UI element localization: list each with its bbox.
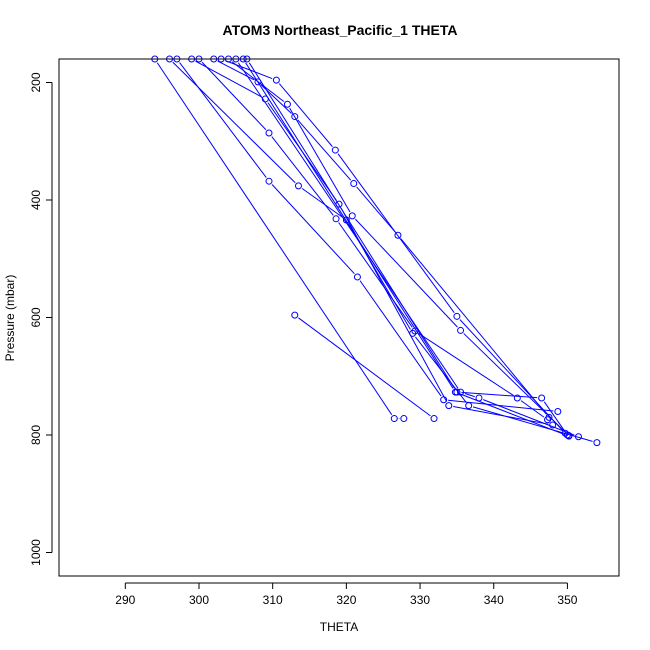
data-point bbox=[465, 402, 473, 410]
data-point bbox=[353, 273, 361, 281]
series-segment bbox=[301, 188, 343, 218]
data-point bbox=[265, 129, 273, 137]
y-tick-label: 600 bbox=[29, 307, 43, 327]
series-segment bbox=[271, 136, 334, 216]
series-segment bbox=[172, 61, 296, 184]
data-point bbox=[538, 394, 546, 402]
series-segment bbox=[356, 186, 396, 233]
series-segment bbox=[271, 184, 355, 274]
x-tick-label: 320 bbox=[336, 593, 356, 607]
data-point bbox=[394, 231, 402, 239]
data-point bbox=[593, 439, 601, 447]
series bbox=[151, 55, 408, 423]
x-tick-label: 330 bbox=[410, 593, 430, 607]
data-point bbox=[332, 215, 340, 223]
y-axis-label: Pressure (mbar) bbox=[3, 275, 17, 362]
data-point bbox=[565, 432, 573, 440]
series bbox=[195, 55, 552, 424]
data-point bbox=[554, 408, 562, 415]
series-segment bbox=[248, 62, 455, 389]
series-segment bbox=[418, 333, 514, 396]
series-segment bbox=[289, 107, 351, 213]
series bbox=[173, 55, 562, 415]
series-segment bbox=[179, 62, 267, 178]
data-point bbox=[445, 402, 453, 410]
series bbox=[239, 55, 573, 440]
data-point bbox=[574, 433, 582, 441]
series-segment bbox=[400, 238, 547, 415]
data-point bbox=[294, 182, 302, 190]
plot-series bbox=[151, 55, 601, 447]
series-segment bbox=[278, 83, 333, 147]
data-point bbox=[291, 113, 299, 121]
data-point bbox=[430, 415, 438, 423]
series-segment bbox=[543, 401, 566, 432]
series-segment bbox=[461, 391, 538, 399]
chart-title: ATOM3 Northeast_Pacific_1 THETA bbox=[223, 22, 458, 38]
x-tick-label: 290 bbox=[115, 593, 135, 607]
data-point bbox=[451, 388, 459, 396]
series-segment bbox=[245, 62, 454, 389]
series-segment bbox=[483, 399, 575, 436]
series-segment bbox=[359, 280, 442, 397]
series bbox=[291, 311, 438, 423]
series-segment bbox=[464, 393, 475, 398]
data-point bbox=[283, 100, 291, 108]
x-tick-label: 340 bbox=[484, 593, 504, 607]
y-tick-label: 1000 bbox=[29, 539, 43, 566]
x-tick-label: 300 bbox=[189, 593, 209, 607]
data-point bbox=[544, 416, 552, 424]
series-segment bbox=[195, 60, 262, 98]
series-segment bbox=[237, 62, 459, 389]
plot-frame bbox=[58, 58, 620, 577]
x-tick-label: 350 bbox=[557, 593, 577, 607]
data-point bbox=[348, 212, 356, 220]
data-point bbox=[453, 312, 461, 320]
series bbox=[243, 55, 571, 439]
series-segment bbox=[472, 406, 593, 442]
series-segment bbox=[298, 317, 431, 417]
series-segment bbox=[463, 333, 567, 433]
data-point bbox=[350, 180, 358, 188]
data-point bbox=[331, 146, 339, 154]
data-point bbox=[272, 76, 280, 84]
series-segment bbox=[201, 61, 267, 131]
series-segment bbox=[225, 60, 273, 80]
y-axis: 200 400 600 800 1000 bbox=[29, 72, 53, 566]
x-tick-label: 310 bbox=[263, 593, 283, 607]
data-point bbox=[390, 415, 398, 423]
x-axis-label: THETA bbox=[320, 620, 358, 634]
series-segment bbox=[156, 62, 393, 416]
series-segment bbox=[453, 405, 549, 425]
series-segment bbox=[297, 119, 352, 181]
series-segment bbox=[337, 153, 455, 313]
x-axis: 290 300 310 320 330 340 350 bbox=[115, 582, 578, 607]
data-point bbox=[265, 177, 273, 185]
series bbox=[217, 55, 569, 437]
series-segment bbox=[459, 393, 565, 436]
y-tick-label: 400 bbox=[29, 190, 43, 210]
data-point bbox=[563, 431, 571, 439]
series-segment bbox=[354, 218, 458, 328]
series-segment bbox=[459, 319, 563, 431]
y-tick-label: 800 bbox=[29, 425, 43, 445]
data-point bbox=[513, 394, 521, 402]
y-tick-label: 200 bbox=[29, 72, 43, 92]
data-point bbox=[457, 326, 465, 334]
data-point bbox=[400, 415, 408, 423]
series bbox=[232, 55, 582, 441]
series-segment bbox=[338, 222, 413, 328]
data-point bbox=[291, 311, 299, 319]
